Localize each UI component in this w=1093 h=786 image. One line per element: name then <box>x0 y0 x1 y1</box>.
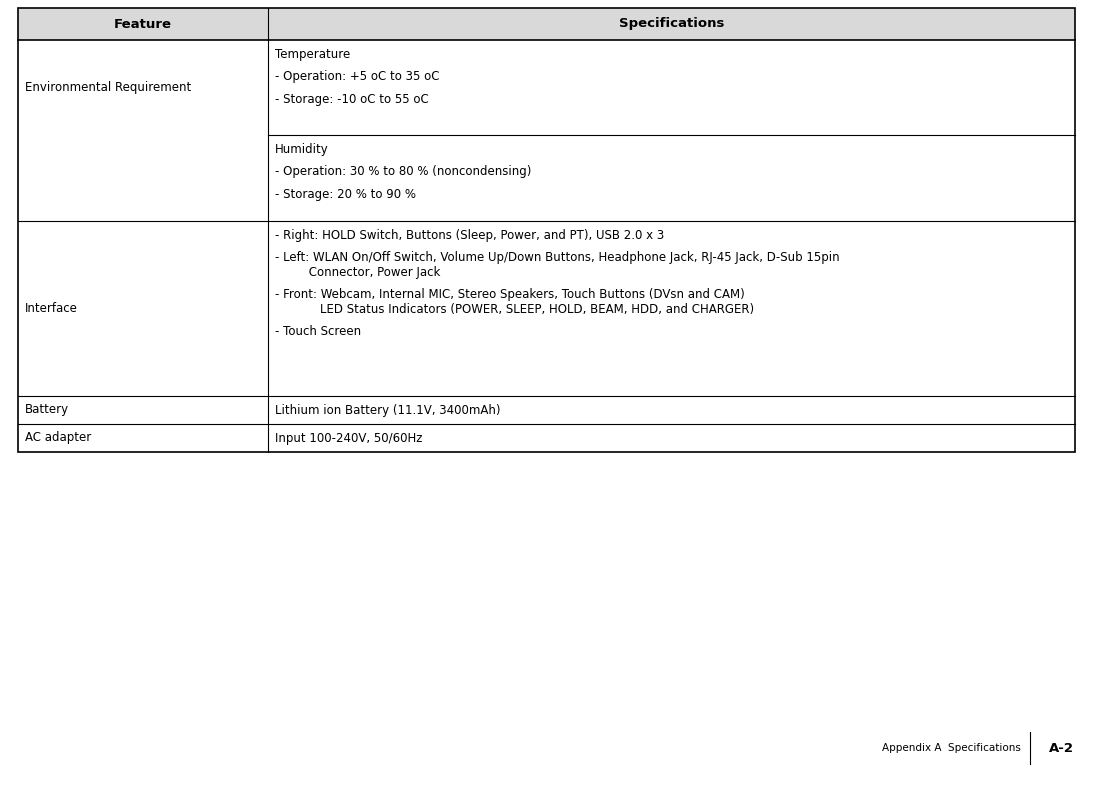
Text: Specifications: Specifications <box>619 17 725 31</box>
Bar <box>17 8 1076 452</box>
Text: AC adapter: AC adapter <box>25 432 91 445</box>
Text: Connector, Power Jack: Connector, Power Jack <box>275 266 440 279</box>
Text: LED Status Indicators (POWER, SLEEP, HOLD, BEAM, HDD, and CHARGER): LED Status Indicators (POWER, SLEEP, HOL… <box>275 303 754 316</box>
Text: - Operation: +5 oC to 35 oC: - Operation: +5 oC to 35 oC <box>275 71 439 83</box>
Text: Temperature: Temperature <box>275 48 350 61</box>
Text: Input 100-240V, 50/60Hz: Input 100-240V, 50/60Hz <box>275 432 423 445</box>
Text: - Operation: 30 % to 80 % (noncondensing): - Operation: 30 % to 80 % (noncondensing… <box>275 166 531 178</box>
Bar <box>17 8 1076 40</box>
Text: Lithium ion Battery (11.1V, 3400mAh): Lithium ion Battery (11.1V, 3400mAh) <box>275 404 501 417</box>
Text: - Right: HOLD Switch, Buttons (Sleep, Power, and PT), USB 2.0 x 3: - Right: HOLD Switch, Buttons (Sleep, Po… <box>275 229 665 242</box>
Text: - Touch Screen: - Touch Screen <box>275 325 361 339</box>
Text: Appendix A  Specifications: Appendix A Specifications <box>882 743 1021 753</box>
Text: - Storage: 20 % to 90 %: - Storage: 20 % to 90 % <box>275 188 416 201</box>
Text: Feature: Feature <box>114 17 172 31</box>
Text: Interface: Interface <box>25 302 78 315</box>
Text: Battery: Battery <box>25 403 69 417</box>
Text: Humidity: Humidity <box>275 143 329 156</box>
Text: Environmental Requirement: Environmental Requirement <box>25 81 191 94</box>
Text: - Front: Webcam, Internal MIC, Stereo Speakers, Touch Buttons (DVsn and CAM): - Front: Webcam, Internal MIC, Stereo Sp… <box>275 288 744 302</box>
Text: - Storage: -10 oC to 55 oC: - Storage: -10 oC to 55 oC <box>275 93 428 106</box>
Text: - Left: WLAN On/Off Switch, Volume Up/Down Buttons, Headphone Jack, RJ-45 Jack, : - Left: WLAN On/Off Switch, Volume Up/Do… <box>275 252 839 264</box>
Text: A-2: A-2 <box>1049 741 1074 755</box>
